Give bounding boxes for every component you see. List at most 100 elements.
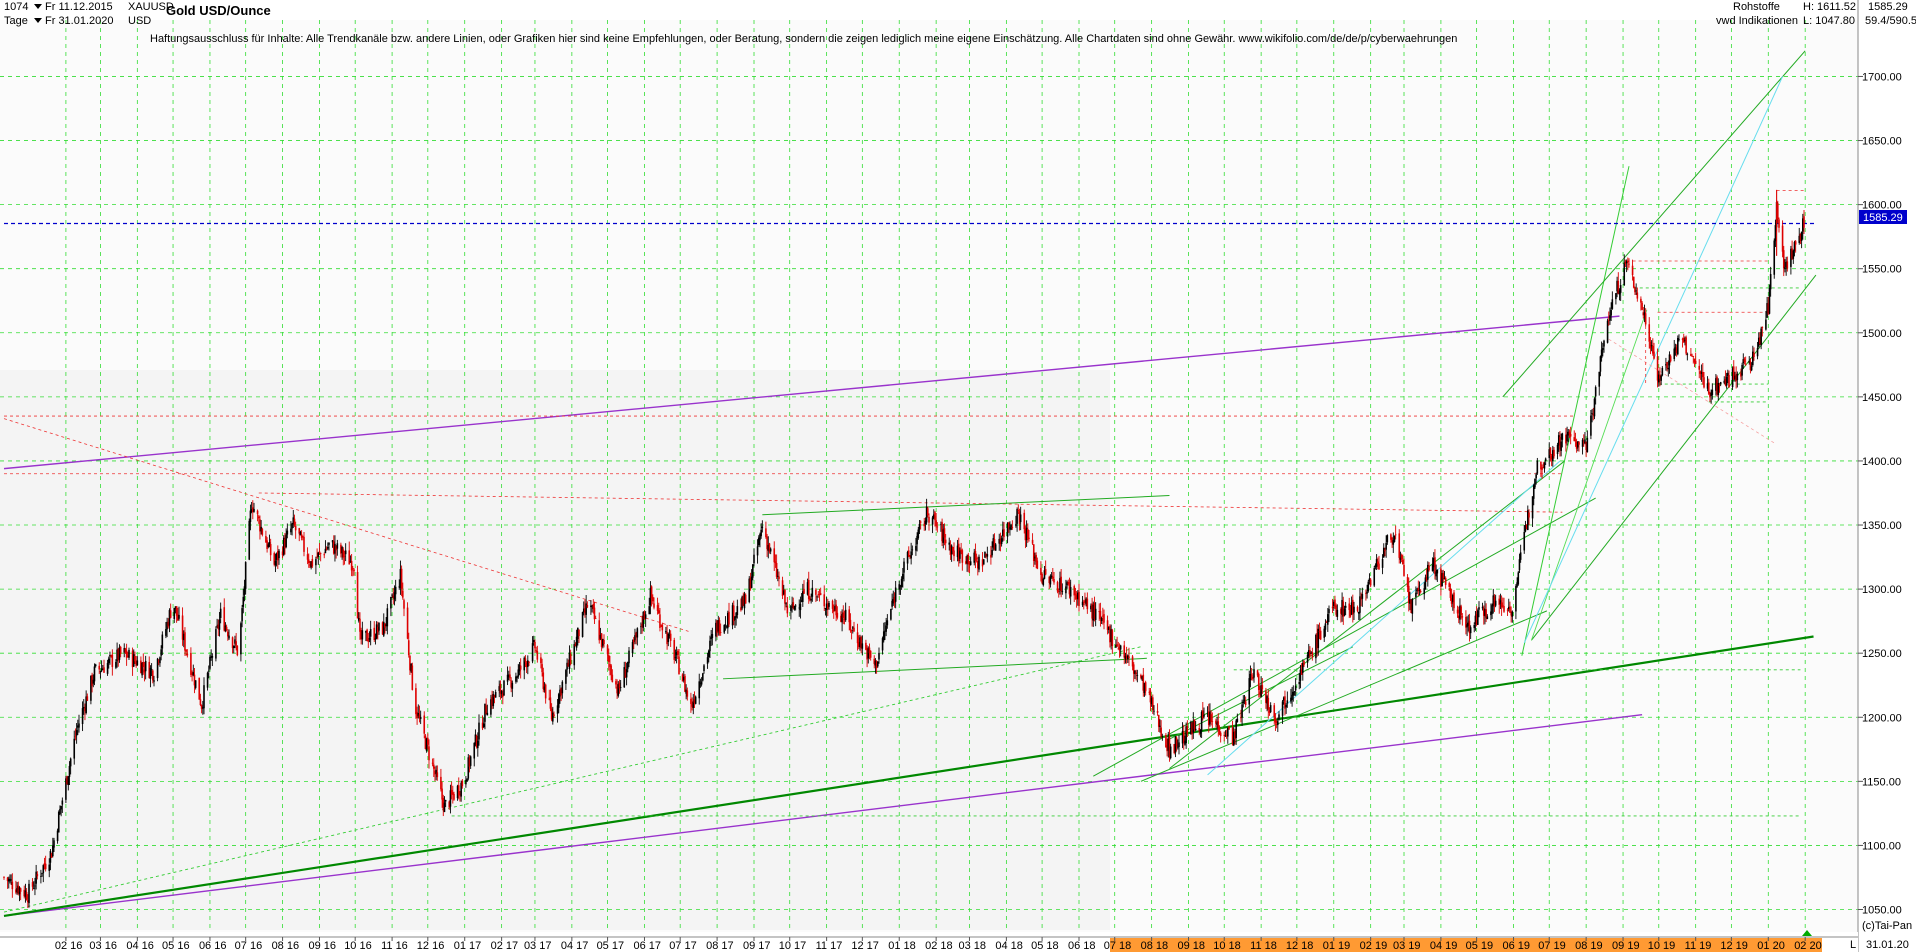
candle-body <box>223 607 226 631</box>
candle <box>1531 496 1534 527</box>
candle-body <box>1567 431 1570 436</box>
candle-body <box>78 723 80 728</box>
start-date-selector[interactable]: Fr 11.12.2015 <box>34 1 113 14</box>
candle <box>1541 464 1543 479</box>
candle-body <box>309 564 311 566</box>
candle-body <box>1017 510 1020 512</box>
candle-body <box>281 551 284 556</box>
candle <box>393 585 396 606</box>
candle <box>311 554 314 568</box>
candle <box>778 571 780 587</box>
candle <box>1302 659 1304 681</box>
candle <box>269 538 272 561</box>
candle-body <box>1431 564 1434 572</box>
end-date-selector[interactable]: Fr 31.01.2020 <box>34 15 114 28</box>
candle <box>1624 259 1627 268</box>
candle-body <box>169 610 172 618</box>
candle-body <box>402 590 404 598</box>
candle <box>403 598 405 617</box>
candle <box>824 607 827 616</box>
candle-body <box>156 658 159 679</box>
candle <box>1548 442 1551 467</box>
candle <box>152 669 154 684</box>
candle <box>252 500 254 520</box>
candle <box>1052 568 1054 582</box>
candle-body <box>1435 571 1437 577</box>
candle <box>18 886 21 902</box>
candle <box>1535 472 1537 485</box>
candle <box>753 548 755 567</box>
candle-body <box>1252 676 1254 679</box>
candle-body <box>599 634 602 639</box>
candle-body <box>1510 611 1512 616</box>
candle <box>1703 372 1705 389</box>
candle <box>1569 426 1572 445</box>
candle <box>1436 569 1439 582</box>
candle-body <box>685 689 687 694</box>
candle-body <box>328 542 330 545</box>
candle <box>131 647 134 676</box>
candle-body <box>1598 371 1601 387</box>
candle-body <box>110 655 112 657</box>
candle-body <box>923 523 926 527</box>
candle <box>609 655 611 676</box>
candle <box>1581 438 1584 455</box>
candle <box>1027 523 1029 543</box>
y-axis: 1050.001100.001150.001200.001250.001300.… <box>1858 71 1902 917</box>
candle <box>1199 729 1202 738</box>
candle-body <box>132 654 135 667</box>
candle-body <box>1600 349 1603 359</box>
candle <box>1681 337 1684 348</box>
candle-body <box>1291 694 1293 700</box>
candle <box>1141 675 1143 682</box>
candle <box>1373 565 1376 588</box>
candle-body <box>393 592 396 600</box>
candle <box>265 530 267 543</box>
candle-body <box>1275 721 1278 723</box>
candle-body <box>1225 735 1228 737</box>
candle-body <box>49 851 52 863</box>
candle <box>1643 304 1646 323</box>
candle-body <box>786 605 789 614</box>
candle <box>499 680 502 700</box>
candle-body <box>703 665 705 672</box>
candle <box>953 542 955 562</box>
candle <box>1216 716 1218 731</box>
candle <box>400 565 403 597</box>
green-channel-bottom <box>1140 610 1548 782</box>
candle-body <box>1535 474 1537 479</box>
candle-body <box>725 626 728 628</box>
candle <box>1567 428 1570 443</box>
candle-body <box>1634 287 1636 293</box>
candle-body <box>331 540 334 543</box>
candle-body <box>236 645 239 656</box>
candle <box>693 691 696 709</box>
candle <box>1434 549 1436 580</box>
candle <box>1482 605 1485 625</box>
candle-body <box>1675 347 1678 354</box>
candle-body <box>878 652 880 660</box>
candle-body <box>116 649 118 662</box>
candle <box>75 723 78 744</box>
candle <box>1360 592 1362 607</box>
candle <box>973 548 976 566</box>
candle-body <box>906 552 909 564</box>
candle-body <box>1625 261 1628 264</box>
candle-body <box>848 609 851 623</box>
candle <box>223 598 226 632</box>
candle <box>240 621 242 662</box>
candle <box>1275 720 1278 729</box>
candle-body <box>448 801 451 808</box>
candle <box>3 876 5 880</box>
candle <box>366 628 368 642</box>
candle <box>125 643 128 666</box>
candle-body <box>1710 392 1712 396</box>
candle-body <box>581 612 584 637</box>
candle-body <box>1574 440 1577 441</box>
candle <box>207 665 210 679</box>
candle <box>550 703 553 722</box>
candle-body <box>1636 292 1639 299</box>
candle <box>892 590 895 606</box>
candle-body <box>1423 588 1426 595</box>
candle <box>1340 607 1342 623</box>
